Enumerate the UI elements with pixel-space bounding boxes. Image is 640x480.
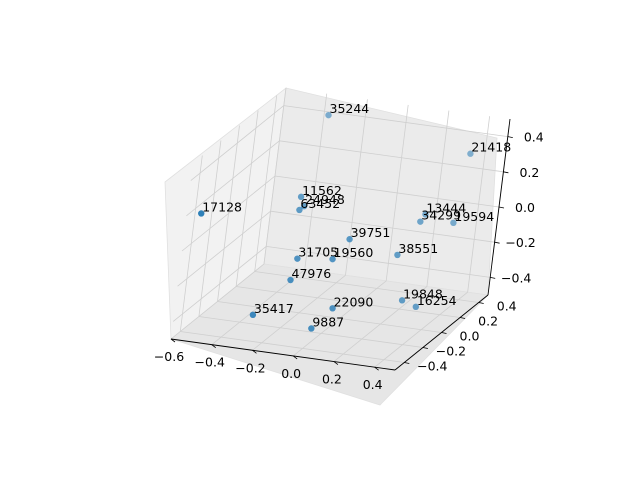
data-point — [325, 111, 332, 119]
y-tick-mark — [441, 332, 447, 334]
y-grid-floor — [198, 316, 423, 348]
point-label: 34299 — [421, 208, 461, 223]
point-label: 9887 — [312, 314, 344, 329]
z-grid-back — [274, 175, 500, 208]
y-tick-label: 0.4 — [497, 299, 517, 314]
data-point — [417, 218, 424, 225]
y-grid-floor — [180, 331, 405, 363]
z-grid-back — [279, 140, 504, 173]
z-grid-left — [172, 246, 267, 322]
point-label: 38551 — [398, 241, 438, 256]
data-point — [422, 211, 429, 218]
gridlines — [170, 87, 508, 368]
x-tick-label: −0.6 — [154, 349, 184, 364]
data-point — [398, 297, 406, 304]
x-tick-label: 0.0 — [281, 366, 301, 381]
point-label: 16254 — [417, 293, 457, 308]
y-tick-mark — [478, 302, 484, 304]
y-axis-line — [394, 294, 489, 371]
z-axis-line — [487, 118, 511, 296]
data-point — [394, 251, 401, 259]
point-label: 35417 — [254, 301, 294, 316]
axis-lines — [170, 118, 513, 371]
data-point — [467, 150, 474, 157]
z-grid-back — [283, 105, 508, 137]
z-tick-mark — [494, 241, 500, 244]
z-grid-back — [270, 210, 495, 243]
data-point — [249, 311, 257, 319]
z-tick-label: 0.2 — [519, 165, 539, 180]
y-grid-floor — [236, 286, 461, 318]
point-label: 31705 — [298, 245, 338, 260]
x-tick-label: −0.4 — [195, 355, 225, 370]
z-tick-mark — [498, 206, 505, 209]
point-label: 22090 — [334, 294, 374, 309]
data-point — [412, 303, 420, 311]
z-tick-label: −0.2 — [505, 235, 535, 250]
y-tick-mark — [460, 317, 466, 319]
point-label: 13444 — [426, 200, 466, 215]
data-point — [329, 305, 336, 312]
y-tick-mark — [422, 347, 428, 349]
y-tick-label: −0.2 — [436, 344, 466, 359]
point-label: 39751 — [351, 225, 391, 240]
z-grid-left — [177, 210, 271, 287]
x-tick-label: 0.4 — [363, 377, 383, 392]
y-tick-label: 0.0 — [460, 329, 480, 344]
z-grid-left — [186, 140, 280, 217]
y-tick-label: 0.2 — [478, 314, 498, 329]
data-point — [346, 236, 353, 243]
point-label: 35244 — [330, 101, 370, 116]
x-tick-label: 0.2 — [322, 372, 342, 387]
z-grid-left — [181, 175, 276, 252]
data-point — [308, 325, 315, 332]
point-label: 21418 — [471, 140, 511, 155]
point-label: 19594 — [454, 209, 494, 224]
z-tick-mark — [507, 136, 513, 138]
data-point — [294, 255, 301, 262]
data-point — [198, 210, 205, 217]
z-tick-label: 0.4 — [524, 130, 544, 145]
point-label: 63452 — [300, 196, 340, 211]
point-label: 47976 — [292, 266, 332, 281]
x-axis-line — [170, 338, 396, 371]
x-tick-label: −0.2 — [235, 360, 265, 375]
z-tick-mark — [503, 171, 509, 174]
data-point — [287, 276, 294, 284]
data-point — [300, 203, 308, 210]
y-grid-floor — [254, 271, 479, 303]
point-label: 17128 — [202, 199, 242, 214]
y-tick-mark — [404, 362, 410, 364]
z-tick-mark — [490, 277, 496, 279]
y-tick-label: −0.4 — [417, 359, 447, 374]
point-label: 19848 — [403, 286, 443, 301]
data-point — [297, 193, 305, 201]
point-label: 19560 — [334, 245, 374, 260]
data-point — [450, 219, 457, 227]
data-point — [296, 206, 303, 214]
point-label: 11562 — [302, 183, 342, 198]
point-label: 24948 — [305, 192, 345, 207]
z-grid-left — [190, 105, 285, 181]
y-grid-floor — [217, 301, 442, 333]
z-tick-label: −0.4 — [501, 270, 531, 285]
tick-labels: −0.6 −0.4 −0.2 0.0 0.2 0.4−0.4−0.20.00.20.4−0… — [154, 130, 544, 393]
z-tick-label: 0.0 — [515, 200, 535, 215]
data-point — [329, 255, 336, 263]
z-grid-back — [266, 246, 491, 278]
